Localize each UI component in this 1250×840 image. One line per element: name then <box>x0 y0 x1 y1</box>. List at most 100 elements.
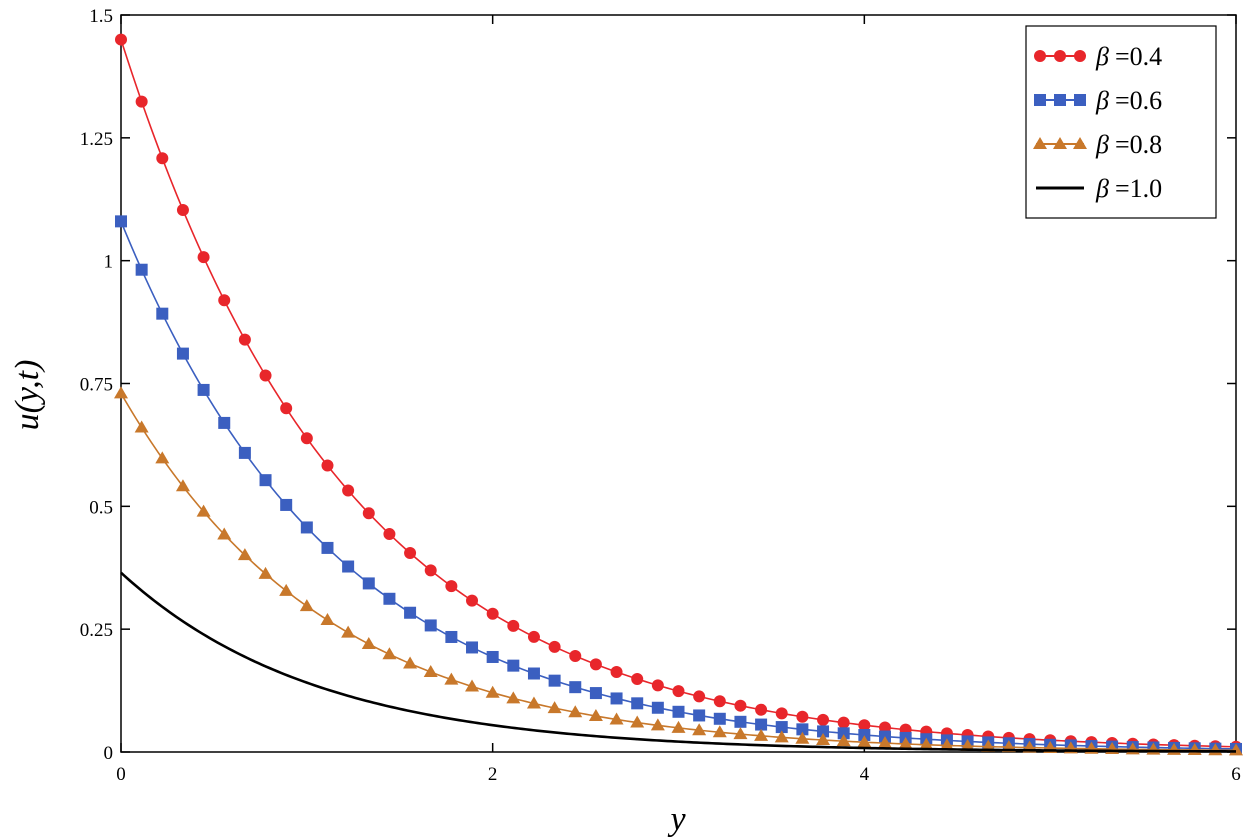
data-point <box>816 733 831 746</box>
data-point <box>898 736 913 749</box>
data-point <box>817 725 830 738</box>
x-tick-label: 0 <box>116 764 126 785</box>
data-point <box>796 710 809 723</box>
legend-marker <box>1054 50 1066 62</box>
data-point <box>196 504 211 517</box>
data-point <box>712 725 727 738</box>
legend-item: β =1.0 <box>1036 174 1162 203</box>
data-point <box>774 730 789 743</box>
data-point <box>672 705 685 718</box>
data-point <box>321 541 334 554</box>
data-point <box>526 696 541 709</box>
data-point <box>115 215 127 228</box>
data-point <box>651 679 664 692</box>
data-point <box>279 583 294 596</box>
data-point <box>135 95 148 108</box>
data-point <box>878 721 891 734</box>
legend-item: β =0.8 <box>1033 130 1162 159</box>
data-point <box>507 659 520 672</box>
data-point <box>527 667 540 680</box>
data-point <box>197 251 210 264</box>
legend-label: β =0.6 <box>1095 86 1162 115</box>
data-point <box>836 734 851 747</box>
data-point <box>237 548 252 561</box>
series-0-8 <box>114 386 1243 756</box>
data-point <box>631 672 644 685</box>
legend-item: β =0.4 <box>1034 42 1162 71</box>
data-point <box>671 720 686 733</box>
data-point <box>919 737 934 750</box>
data-point <box>341 625 356 638</box>
data-point <box>650 718 665 731</box>
series-line <box>120 221 1237 750</box>
data-point <box>259 369 272 382</box>
data-point <box>176 203 189 216</box>
data-point <box>485 685 500 698</box>
data-point <box>610 692 623 705</box>
legend-marker <box>1054 94 1066 106</box>
data-point <box>837 727 850 740</box>
data-point <box>175 479 190 492</box>
data-point <box>754 728 769 741</box>
data-point <box>404 547 417 560</box>
data-point <box>837 716 850 729</box>
data-point <box>320 613 335 626</box>
data-point <box>755 718 768 731</box>
legend-beta-value: =0.6 <box>1115 86 1162 115</box>
data-point <box>817 713 830 726</box>
data-point <box>424 619 437 632</box>
data-point <box>342 484 355 497</box>
data-point <box>568 705 583 718</box>
data-point <box>342 560 355 573</box>
legend-label: β =0.8 <box>1095 130 1162 159</box>
x-axis-ticks: 0 2 4 6 <box>116 15 1241 785</box>
data-point <box>796 723 809 736</box>
legend-marker <box>1074 50 1086 62</box>
legend-marker <box>1074 94 1086 106</box>
legend-beta-symbol: β <box>1095 86 1109 115</box>
data-point <box>299 599 314 612</box>
data-point <box>218 294 231 307</box>
data-point <box>218 416 231 429</box>
data-point <box>135 263 148 276</box>
legend-marker <box>1034 94 1046 106</box>
data-point <box>444 672 459 685</box>
data-point <box>259 474 272 487</box>
data-point <box>857 735 872 748</box>
data-point <box>114 386 128 399</box>
data-point <box>507 619 520 632</box>
data-point <box>424 564 437 577</box>
legend-beta-symbol: β <box>1095 174 1109 203</box>
data-point <box>610 666 623 679</box>
data-point <box>589 658 602 671</box>
legend-beta-symbol: β <box>1095 130 1109 159</box>
data-point <box>631 697 644 710</box>
data-point <box>877 736 892 749</box>
data-point <box>156 307 169 320</box>
data-point <box>569 681 582 694</box>
data-point <box>569 650 582 663</box>
data-point <box>858 719 871 732</box>
y-tick-label: 0.5 <box>89 497 113 518</box>
y-tick-label: 1.5 <box>89 6 113 27</box>
y-tick-label: 0 <box>104 743 114 764</box>
legend-beta-value: =1.0 <box>1115 174 1162 203</box>
legend-marker <box>1053 137 1067 149</box>
data-point <box>775 707 788 720</box>
legend-label: β =0.4 <box>1095 42 1162 71</box>
data-point <box>506 691 521 704</box>
data-point <box>362 507 375 520</box>
data-point <box>713 712 726 725</box>
data-point <box>280 402 293 415</box>
y-tick-label: 0.75 <box>80 375 113 396</box>
data-point <box>527 630 540 643</box>
data-point <box>795 731 810 744</box>
y-tick-label: 1 <box>104 252 114 273</box>
legend-beta-value: =0.8 <box>1115 130 1162 159</box>
data-point <box>630 715 645 728</box>
data-point <box>960 739 975 752</box>
data-point <box>115 33 127 46</box>
x-tick-label: 4 <box>860 764 870 785</box>
series-layer <box>114 33 1243 756</box>
